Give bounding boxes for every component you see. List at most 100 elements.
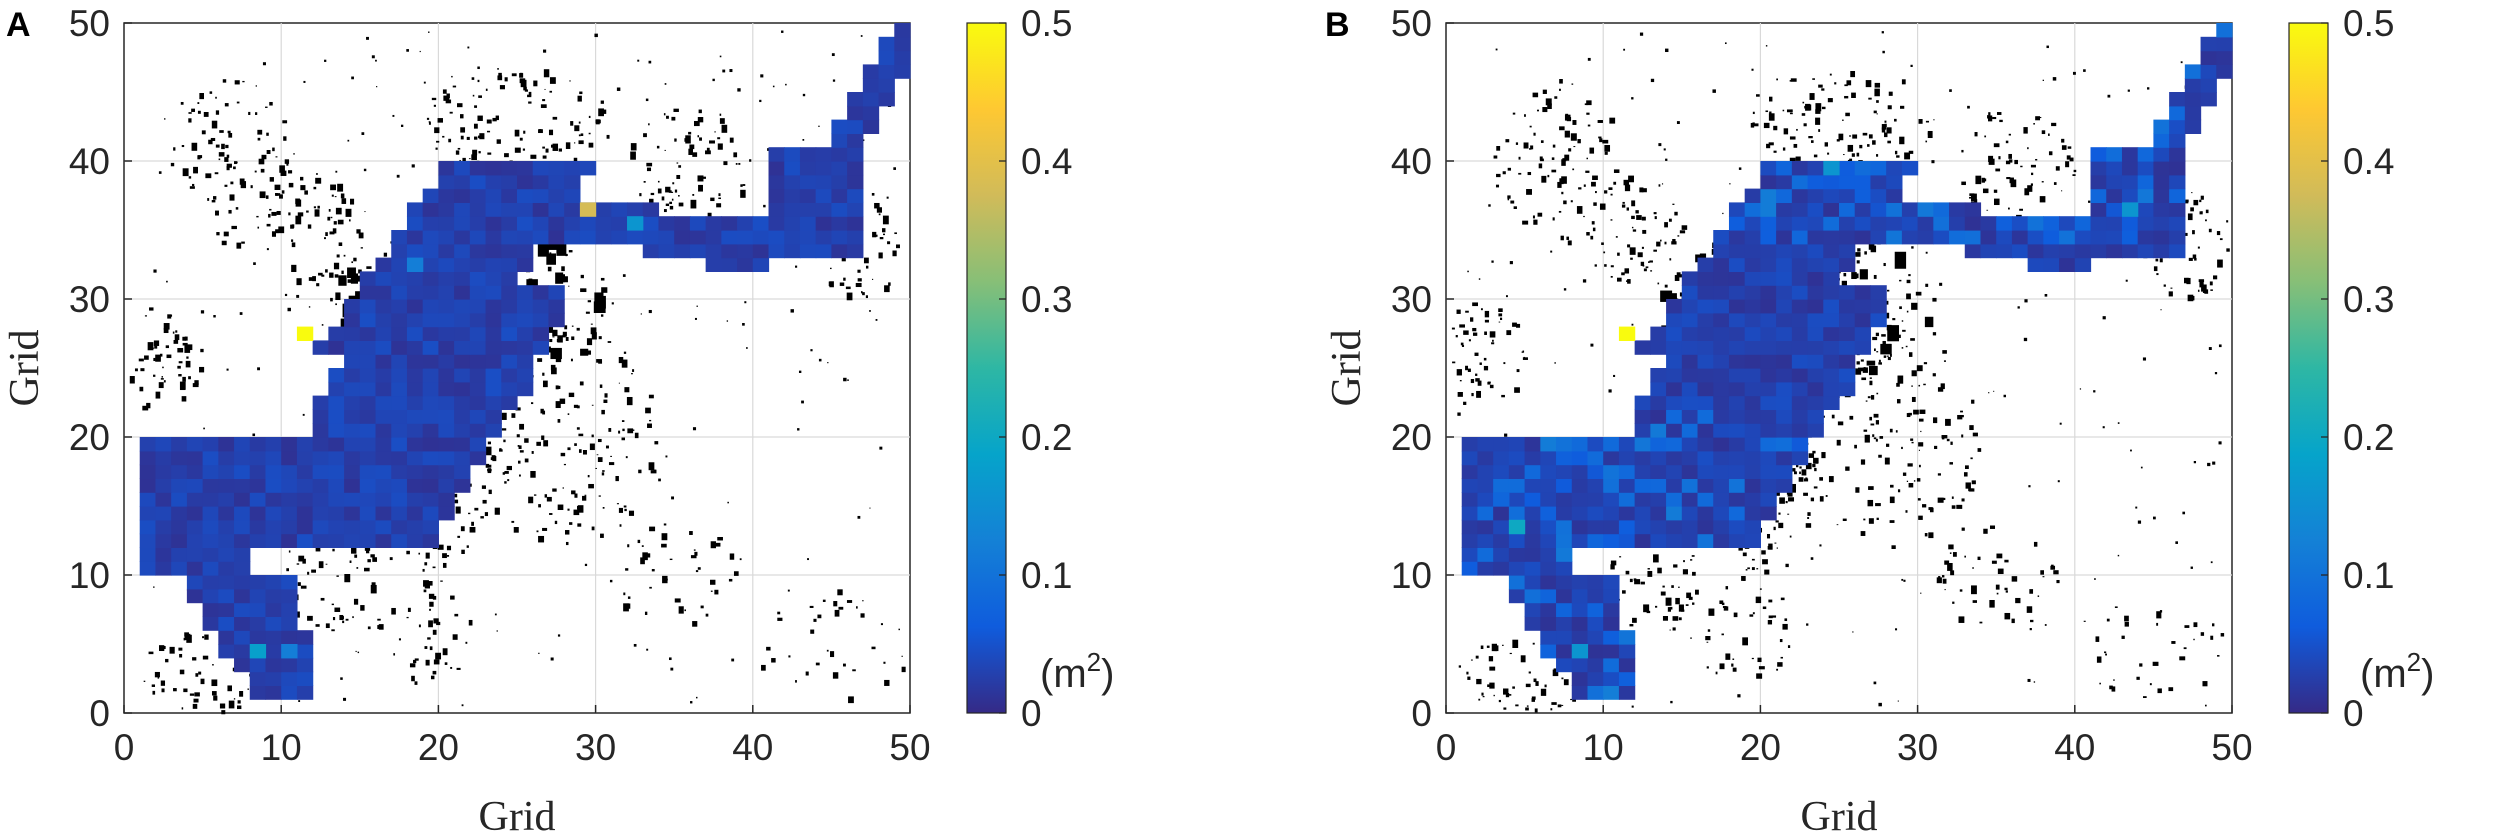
heatmap-cell [1776,450,1793,466]
building-footprint [138,358,144,362]
building-footprint [302,558,306,564]
building-footprint [460,127,466,133]
building-footprint [1560,181,1564,185]
heatmap-cell [2059,257,2076,272]
heatmap-cell [831,133,848,148]
building-footprint [278,226,285,234]
building-footprint [334,196,337,198]
heatmap-cell [579,230,597,245]
building-footprint [303,80,306,83]
heatmap-cell [1996,243,2013,259]
heatmap-cell [422,216,439,231]
heatmap-cell [438,230,455,245]
heatmap-cell [438,381,455,397]
building-footprint [670,191,674,193]
building-footprint [606,134,610,139]
heatmap-cell [1791,299,1809,314]
heatmap-cell [391,395,408,410]
building-footprint [1972,432,1978,437]
building-footprint [1859,269,1868,280]
heatmap-cell [234,602,251,617]
building-footprint [1993,143,2000,148]
building-footprint [449,111,453,114]
heatmap-cell [438,271,455,286]
building-footprint [581,352,584,355]
building-footprint [427,637,431,640]
heatmap-cell [2153,119,2170,134]
building-footprint [2210,561,2213,564]
heatmap-cell [1666,506,1683,521]
building-footprint [528,496,534,504]
building-footprint [538,504,541,508]
heatmap-cell [265,450,282,466]
heatmap-cell [469,161,487,176]
building-footprint [1463,401,1467,405]
building-footprint [335,207,342,215]
heatmap-cell [1728,506,1746,521]
building-footprint [371,582,376,587]
building-footprint [1869,380,1873,386]
building-footprint [139,386,144,392]
building-footprint [2193,638,2195,641]
building-footprint [335,170,338,173]
heatmap-cell [155,533,172,548]
heatmap-cell [1776,216,1793,231]
heatmap-cell [1776,161,1793,176]
heatmap-cell [689,230,707,245]
building-footprint [1650,270,1653,272]
heatmap-cell [296,657,314,673]
building-footprint [2005,140,2009,144]
building-footprint [2052,77,2057,81]
building-footprint [1491,260,1494,263]
building-footprint [1977,177,1980,180]
heatmap-cell [1839,326,1856,341]
heatmap-cell [1571,616,1589,631]
heatmap-cell [1681,533,1699,548]
x-tick-label: 40 [2054,727,2095,768]
building-footprint [893,167,896,170]
building-footprint [688,131,692,135]
building-footprint [587,474,590,478]
building-footprint [181,396,187,402]
building-footprint [2187,294,2194,302]
building-footprint [719,113,722,116]
building-footprint [649,586,652,589]
building-footprint [498,72,502,77]
panel-b-x-axis-label: Grid [1801,794,1878,836]
heatmap-cell [1666,409,1683,424]
heatmap-cell [1760,243,1777,259]
heatmap-cell [454,326,471,341]
building-footprint [197,155,201,160]
building-footprint [335,292,341,301]
building-footprint [166,280,168,283]
building-footprint [807,558,809,561]
building-footprint [564,325,568,330]
heatmap-cell [1713,285,1730,300]
heatmap-cell [375,257,392,272]
heatmap-cell [281,685,298,700]
building-footprint [173,340,179,344]
building-footprint [641,545,644,547]
building-footprint [340,193,345,199]
building-footprint [1855,368,1862,375]
building-footprint [542,146,545,149]
building-footprint [568,392,575,398]
heatmap-cell [1493,464,1510,479]
building-footprint [571,336,575,341]
heatmap-cell [2153,133,2170,148]
building-footprint [722,69,726,73]
building-footprint [519,423,525,430]
building-footprint [2102,316,2106,320]
building-footprint [604,393,608,398]
heatmap-cell [1697,423,1714,438]
heatmap-cell [1634,492,1651,507]
building-footprint [1868,97,1872,100]
heatmap-cell [469,395,487,410]
building-footprint [511,520,515,523]
building-footprint [192,703,198,709]
heatmap-cell [438,354,455,369]
building-footprint [1773,125,1778,131]
heatmap-cell [517,257,534,272]
building-footprint [1846,80,1852,86]
building-footprint [2044,293,2048,297]
